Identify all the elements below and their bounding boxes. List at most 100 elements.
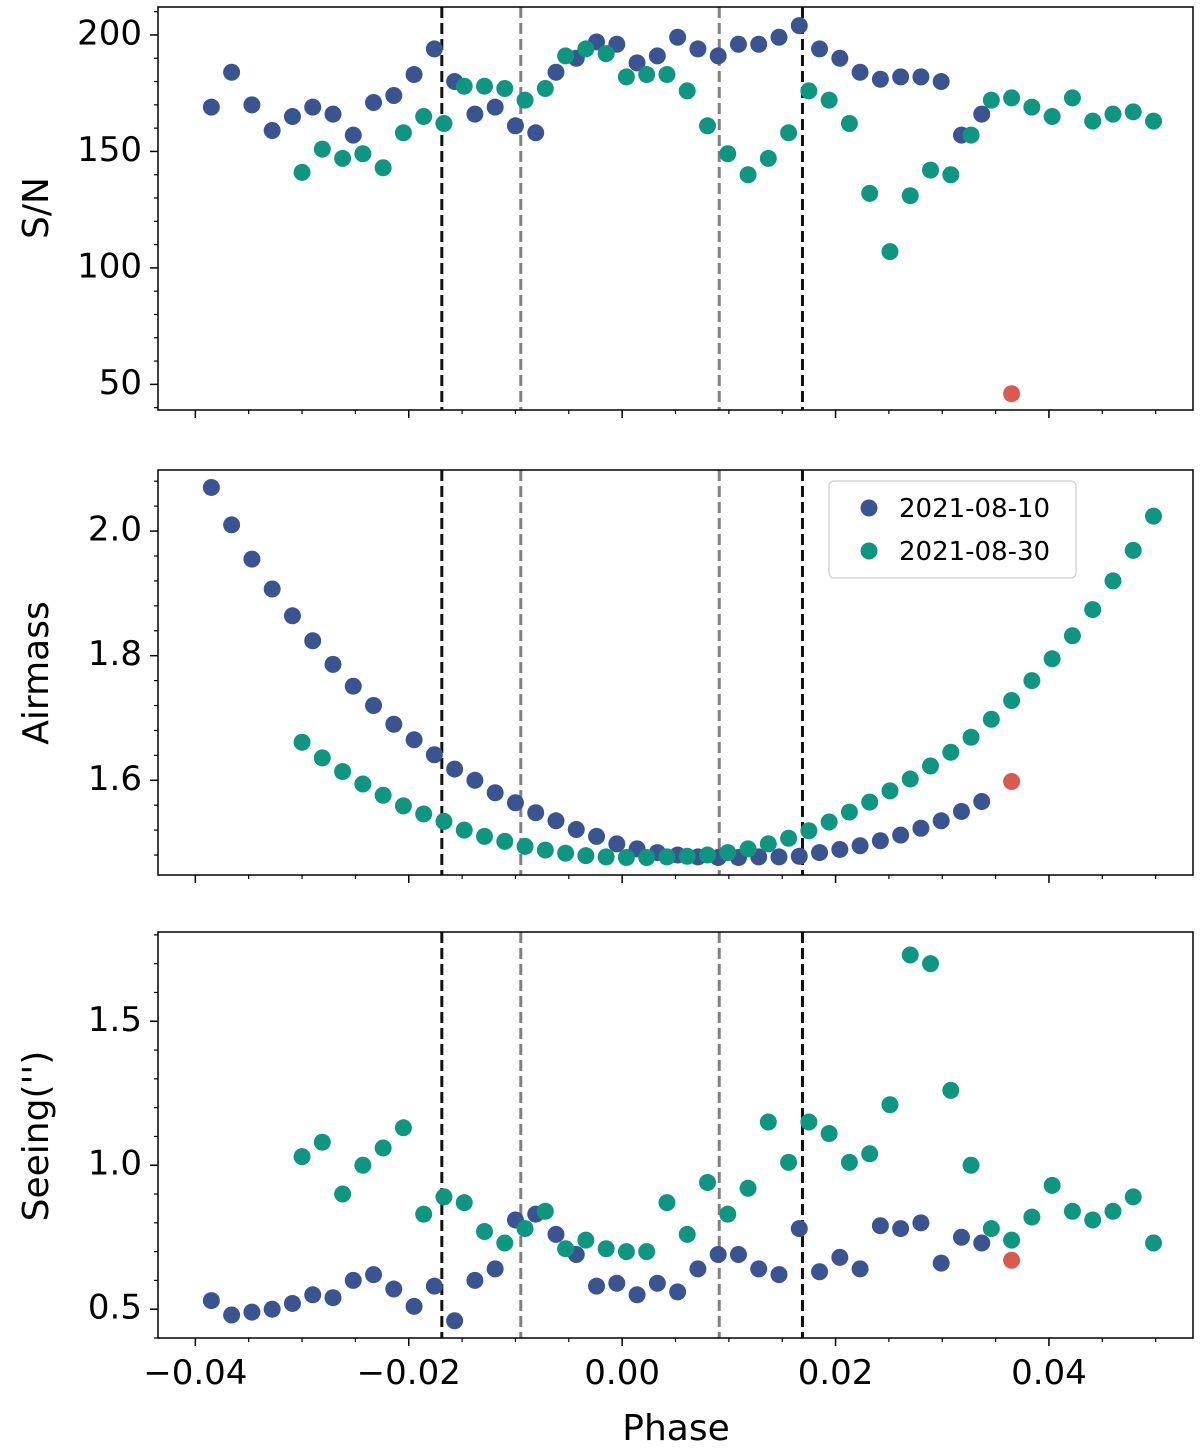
top-point-2021-08-30-11 (516, 91, 534, 109)
middle-point-2021-08-30-14 (577, 847, 595, 865)
middle-point-2021-08-30-28 (861, 793, 879, 811)
middle-point-2021-08-30-24 (780, 829, 798, 847)
bottom-point-2021-08-30-16 (617, 1243, 635, 1261)
middle-point-2021-08-30-8 (455, 821, 473, 839)
top-point-2021-08-30-1 (313, 140, 331, 158)
middle-point-2021-08-10-14 (486, 784, 504, 802)
middle-point-2021-08-30-25 (800, 822, 818, 840)
top-point-2021-08-30-22 (739, 166, 757, 184)
middle-point-2021-08-10-7 (344, 677, 362, 695)
middle-point-2021-08-10-11 (425, 746, 443, 764)
top-point-2021-08-30-2 (334, 149, 352, 167)
bottom-point-2021-08-30-39 (1084, 1211, 1102, 1229)
top-point-2021-08-30-33 (962, 126, 980, 144)
middle-point-2021-08-10-9 (385, 715, 403, 733)
top-point-2021-08-10-2 (243, 96, 261, 114)
middle-ytick-label-2: 2.0 (88, 510, 142, 550)
top-point-2021-08-30-27 (840, 114, 858, 132)
middle-point-2021-08-30-38 (1063, 627, 1081, 645)
bottom-point-2021-08-10-3 (263, 1300, 281, 1318)
bottom-point-2021-08-30-35 (1003, 1231, 1021, 1249)
middle-point-2021-08-30-1 (313, 749, 331, 767)
xtick-label-2: 0.00 (584, 1353, 660, 1393)
bottom-point-2021-08-10-11 (425, 1277, 443, 1295)
bottom-point-2021-08-30-18 (658, 1194, 676, 1212)
middle-point-2021-08-10-38 (973, 792, 991, 810)
bottom-point-2021-08-30-8 (455, 1194, 473, 1212)
middle-point-outlier-0 (1003, 773, 1021, 791)
bottom-point-2021-08-30-13 (557, 1240, 575, 1258)
top-point-2021-08-10-14 (486, 98, 504, 116)
middle-point-2021-08-10-3 (263, 580, 281, 598)
bottom-point-2021-08-30-32 (942, 1081, 960, 1099)
top-point-2021-08-10-33 (871, 70, 889, 88)
bottom-point-2021-08-10-26 (729, 1245, 747, 1263)
bottom-point-2021-08-10-14 (486, 1260, 504, 1278)
bottom-point-2021-08-10-10 (405, 1297, 423, 1315)
top-point-2021-08-30-13 (557, 47, 575, 65)
bottom-point-2021-08-10-19 (588, 1277, 606, 1295)
top-ytick-label-0: 50 (99, 363, 142, 403)
middle-point-2021-08-10-34 (892, 826, 910, 844)
middle-point-2021-08-10-2 (243, 550, 261, 568)
bottom-point-2021-08-30-29 (881, 1096, 899, 1114)
bottom-point-2021-08-10-12 (446, 1312, 464, 1330)
top-point-2021-08-30-16 (617, 68, 635, 86)
top-point-2021-08-10-21 (628, 54, 646, 72)
bottom-point-2021-08-10-25 (709, 1245, 727, 1263)
bottom-point-2021-08-30-27 (840, 1153, 858, 1171)
top-point-2021-08-30-42 (1145, 112, 1163, 130)
middle-point-2021-08-10-33 (871, 832, 889, 850)
bottom-ytick-label-0: 0.5 (88, 1288, 142, 1328)
top-point-2021-08-30-0 (293, 163, 311, 181)
middle-point-2021-08-30-34 (982, 710, 1000, 728)
legend: 2021-08-10 2021-08-30 (828, 480, 1077, 579)
middle-point-2021-08-30-41 (1124, 541, 1142, 559)
top-point-2021-08-30-12 (536, 80, 554, 98)
bottom-point-2021-08-30-17 (638, 1243, 656, 1261)
bottom-ytick-label-2: 1.5 (88, 1000, 142, 1040)
top-point-2021-08-30-17 (638, 66, 656, 84)
bottom-point-2021-08-10-35 (912, 1214, 930, 1232)
bottom-ytick-label-1: 1.0 (88, 1144, 142, 1184)
middle-point-2021-08-30-6 (415, 805, 433, 823)
top-point-2021-08-10-38 (973, 105, 991, 123)
middle-point-2021-08-30-29 (881, 782, 899, 800)
top-point-2021-08-30-28 (861, 184, 879, 202)
x-axis-label: Phase (622, 1408, 730, 1448)
middle-point-2021-08-30-23 (759, 835, 777, 853)
top-point-2021-08-30-10 (496, 80, 514, 98)
middle-point-2021-08-30-11 (516, 837, 534, 855)
middle-ytick-label-1: 1.8 (88, 634, 142, 674)
bottom-point-2021-08-10-33 (871, 1217, 889, 1235)
middle-point-2021-08-30-17 (638, 849, 656, 867)
middle-point-2021-08-30-3 (354, 775, 372, 793)
bottom-point-2021-08-30-22 (739, 1179, 757, 1197)
top-point-2021-08-10-9 (385, 87, 403, 105)
bottom-point-2021-08-10-5 (304, 1286, 322, 1304)
bottom-point-2021-08-30-14 (577, 1231, 595, 1249)
top-point-2021-08-30-30 (901, 187, 919, 205)
middle-point-2021-08-30-5 (394, 797, 412, 815)
bottom-point-outlier-0 (1003, 1251, 1021, 1269)
middle-point-2021-08-30-37 (1043, 650, 1061, 668)
middle-point-2021-08-30-15 (597, 848, 615, 866)
middle-point-2021-08-30-12 (536, 841, 554, 859)
top-point-2021-08-30-14 (577, 40, 595, 58)
bottom-point-2021-08-30-34 (982, 1220, 1000, 1238)
bottom-point-2021-08-10-22 (648, 1274, 666, 1292)
bottom-point-2021-08-10-9 (385, 1280, 403, 1298)
middle-ytick-label-0: 1.6 (88, 759, 142, 799)
top-point-2021-08-30-6 (415, 107, 433, 125)
middle-point-2021-08-30-40 (1104, 572, 1122, 590)
top-point-2021-08-30-3 (354, 145, 372, 163)
top-point-2021-08-10-32 (851, 63, 869, 81)
bottom-point-2021-08-30-24 (780, 1153, 798, 1171)
top-point-2021-08-30-25 (800, 82, 818, 100)
legend-marker-2021-08-30 (860, 542, 878, 560)
bottom-point-2021-08-10-13 (466, 1271, 484, 1289)
bottom-point-2021-08-30-0 (293, 1148, 311, 1166)
top-point-2021-08-30-7 (435, 114, 453, 132)
middle-point-2021-08-30-10 (496, 832, 514, 850)
middle-point-2021-08-10-12 (446, 760, 464, 778)
